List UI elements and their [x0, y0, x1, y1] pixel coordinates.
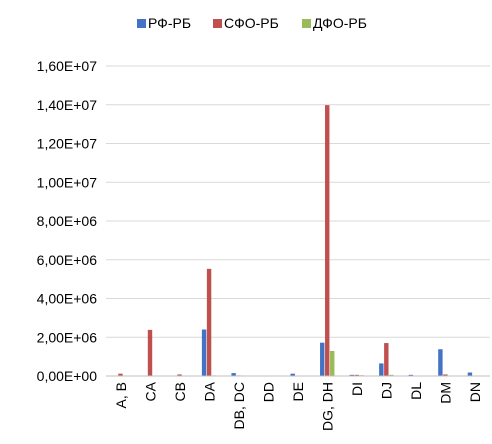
y-tick-label: 2,00E+06: [37, 329, 98, 345]
legend-swatch: [302, 19, 311, 28]
legend-swatch: [213, 19, 222, 28]
bar: [443, 374, 448, 376]
legend-label: СФО-РБ: [224, 15, 279, 31]
x-tick-label: DM: [438, 382, 454, 404]
bar: [379, 363, 384, 376]
y-tick-label: 8,00E+06: [37, 213, 98, 229]
bar: [438, 349, 443, 376]
y-axis-ticks: 0,00E+00 2,00E+06 4,00E+06 6,00E+06 8,00E+06…: [37, 58, 98, 384]
x-tick-label: DN: [467, 382, 483, 402]
legend-swatch: [137, 19, 146, 28]
x-tick-label: DE: [290, 382, 306, 401]
bar: [320, 342, 325, 376]
y-tick-label: 1,60E+07: [37, 58, 98, 74]
x-tick-label: CA: [142, 381, 158, 401]
bar: [290, 373, 295, 376]
y-tick-label: 0,00E+00: [37, 368, 98, 384]
bar: [384, 343, 389, 376]
bar: [231, 373, 236, 376]
bar: [330, 351, 335, 376]
bars: [113, 105, 483, 376]
y-tick-label: 6,00E+06: [37, 252, 98, 268]
y-tick-label: 1,40E+07: [37, 97, 98, 113]
y-tick-label: 1,20E+07: [37, 136, 98, 152]
bar: [206, 268, 212, 376]
bar: [201, 329, 207, 376]
x-tick-label: DD: [260, 382, 276, 402]
x-tick-label: DA: [201, 381, 217, 401]
legend-label: ДФО-РБ: [313, 15, 367, 31]
gridlines: [106, 65, 490, 338]
bar: [118, 373, 123, 376]
bar: [177, 374, 182, 376]
bar: [389, 374, 394, 376]
bar: [354, 374, 359, 376]
y-tick-label: 4,00E+06: [37, 291, 98, 307]
bar: [467, 372, 473, 376]
bar: [325, 105, 330, 376]
x-tick-label: DG, DH: [320, 382, 336, 431]
x-tick-label: DI: [349, 382, 365, 396]
x-tick-label: DL: [408, 382, 424, 400]
x-tick-label: DJ: [379, 382, 395, 399]
legend: РФ-РБ СФО-РБ ДФО-РБ: [137, 15, 367, 31]
bar: [147, 329, 153, 376]
y-tick-label: 1,00E+07: [37, 174, 98, 190]
legend-label: РФ-РБ: [148, 15, 191, 31]
x-axis-ticks: A, B CA CB DA DB, DC DD DE DG, DH DI DJ DL DM DN: [113, 381, 483, 431]
x-tick-label: DB, DC: [231, 382, 247, 429]
x-tick-label: A, B: [113, 382, 129, 408]
bar: [408, 374, 414, 376]
x-tick-label: CB: [172, 382, 188, 401]
bar: [349, 374, 354, 376]
